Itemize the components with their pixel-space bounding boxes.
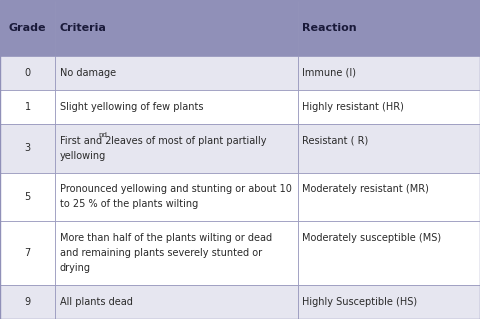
Bar <box>298 0 480 56</box>
Bar <box>0 124 55 173</box>
Text: Criteria: Criteria <box>60 23 107 33</box>
Bar <box>55 124 298 173</box>
Text: Grade: Grade <box>9 23 47 33</box>
Bar <box>0 0 55 56</box>
Text: nd: nd <box>98 132 107 138</box>
Text: Moderately susceptible (MS): Moderately susceptible (MS) <box>302 233 442 243</box>
Bar <box>0 90 55 124</box>
Bar <box>55 0 298 56</box>
Bar <box>298 173 480 221</box>
Bar <box>298 90 480 124</box>
Bar <box>298 285 480 319</box>
Text: leaves of most of plant partially: leaves of most of plant partially <box>108 136 266 146</box>
Text: Resistant ( R): Resistant ( R) <box>302 136 369 146</box>
Bar <box>0 173 55 221</box>
Text: yellowing: yellowing <box>60 151 106 160</box>
Text: 0: 0 <box>24 68 31 78</box>
Text: to 25 % of the plants wilting: to 25 % of the plants wilting <box>60 199 198 209</box>
Bar <box>298 221 480 285</box>
Text: 5: 5 <box>24 192 31 202</box>
Text: 1: 1 <box>24 102 31 112</box>
Text: Highly resistant (HR): Highly resistant (HR) <box>302 102 404 112</box>
Text: Slight yellowing of few plants: Slight yellowing of few plants <box>60 102 204 112</box>
Text: Immune (I): Immune (I) <box>302 68 356 78</box>
Text: All plants dead: All plants dead <box>60 297 133 307</box>
Bar <box>55 285 298 319</box>
Text: 7: 7 <box>24 248 31 258</box>
Bar <box>0 221 55 285</box>
Bar <box>298 124 480 173</box>
Text: 3: 3 <box>24 143 31 153</box>
Bar <box>55 173 298 221</box>
Bar <box>0 285 55 319</box>
Bar <box>55 90 298 124</box>
Bar <box>55 56 298 90</box>
Text: Reaction: Reaction <box>302 23 357 33</box>
Text: First and 2: First and 2 <box>60 136 111 146</box>
Bar <box>0 56 55 90</box>
Text: drying: drying <box>60 263 91 273</box>
Text: and remaining plants severely stunted or: and remaining plants severely stunted or <box>60 248 262 258</box>
Bar <box>55 221 298 285</box>
Text: Highly Susceptible (HS): Highly Susceptible (HS) <box>302 297 418 307</box>
Text: Moderately resistant (MR): Moderately resistant (MR) <box>302 184 429 195</box>
Text: No damage: No damage <box>60 68 116 78</box>
Text: More than half of the plants wilting or dead: More than half of the plants wilting or … <box>60 233 272 243</box>
Bar <box>298 56 480 90</box>
Text: Pronounced yellowing and stunting or about 10: Pronounced yellowing and stunting or abo… <box>60 184 292 195</box>
Text: 9: 9 <box>24 297 31 307</box>
